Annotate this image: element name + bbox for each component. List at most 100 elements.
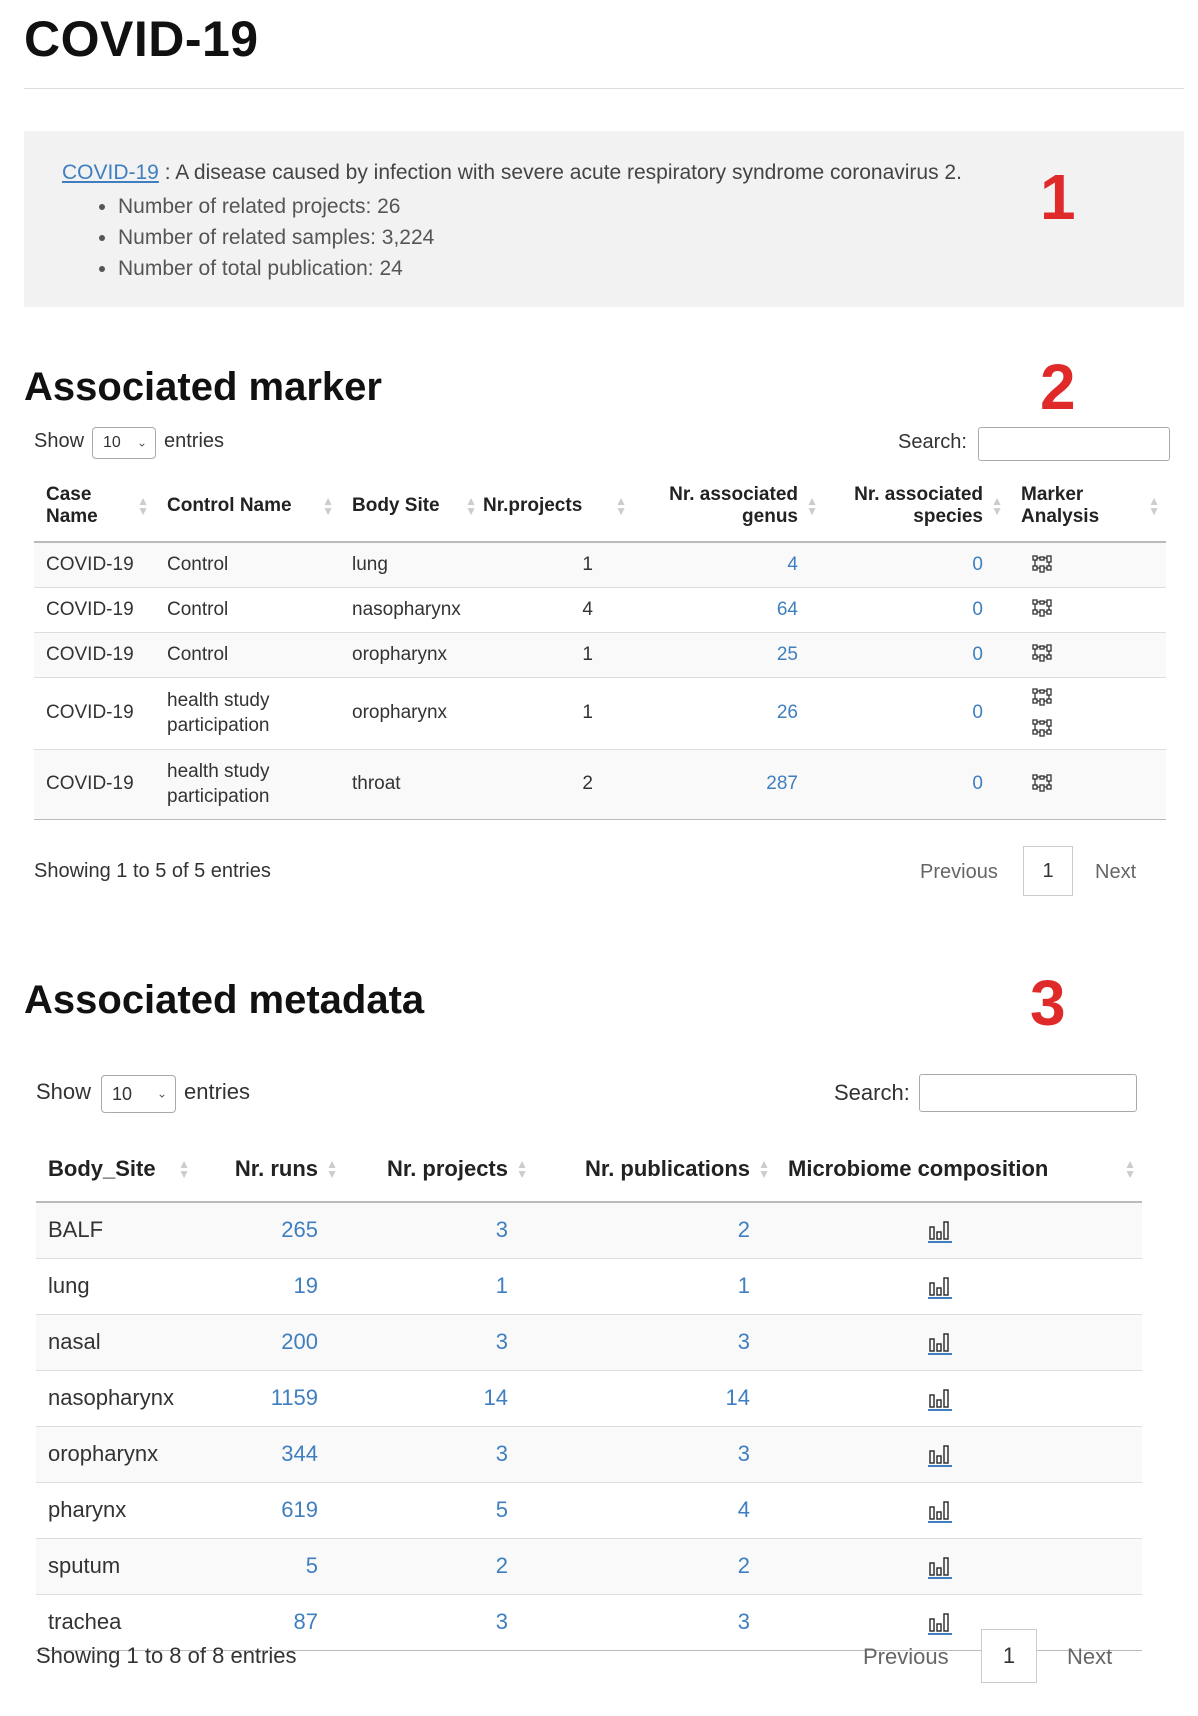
nr-runs-link[interactable]: 1159 (270, 1385, 318, 1410)
sort-icon: ▲ ▼ (991, 493, 1003, 518)
sort-icon: ▲ ▼ (137, 493, 149, 518)
marker-previous-button[interactable]: Previous (920, 861, 998, 883)
associated-marker-table: Case Name ▲ ▼ Control Name ▲ ▼ Body Site ▲ ▼ N… (34, 470, 1166, 820)
metadata-entries-label: entries (184, 1079, 251, 1104)
marker-analysis-cell[interactable] (1009, 632, 1166, 677)
nr-runs-link[interactable]: 200 (281, 1329, 318, 1354)
metadata-search-label: Search: (834, 1080, 910, 1105)
sort-icon: ▲ ▼ (326, 1156, 338, 1181)
nr-publications-link[interactable]: 3 (737, 1329, 750, 1354)
col-nr-publications[interactable]: Nr. publications ▲ ▼ (584, 1155, 770, 1181)
body-site-cell: sputum (48, 1553, 121, 1578)
table-row: COVID-19 health study participation oropha… (34, 677, 1166, 750)
col-case-name[interactable]: Case Name ▲ ▼ (46, 483, 149, 527)
nr-publications-link[interactable]: 4 (737, 1497, 750, 1522)
nr-projects-link[interactable]: 2 (495, 1553, 508, 1578)
nr-projects-link[interactable]: 1 (495, 1273, 508, 1298)
nr-projects-link[interactable]: 14 (483, 1385, 508, 1410)
marker-analysis-icon (1032, 644, 1052, 663)
nr-species-link[interactable]: 0 (972, 553, 983, 575)
nr-species-link[interactable]: 0 (972, 643, 983, 665)
col-microbiome-composition[interactable]: Microbiome composition ▲ ▼ (788, 1155, 1136, 1181)
marker-next-button[interactable]: Next (1095, 861, 1137, 883)
nr-genus-link[interactable]: 25 (776, 643, 798, 665)
nr-projects-link[interactable]: 3 (495, 1217, 508, 1243)
col-body-site[interactable]: Body Site ▲ ▼ (352, 493, 477, 518)
microbiome-composition-cell[interactable] (776, 1482, 1142, 1538)
nr-projects-link[interactable]: 3 (495, 1329, 508, 1354)
nr-species-link[interactable]: 0 (972, 598, 983, 620)
marker-analysis-cell[interactable] (1009, 587, 1166, 632)
microbiome-composition-cell[interactable] (776, 1538, 1142, 1594)
nr-runs-link[interactable]: 344 (281, 1441, 318, 1466)
col-body-site[interactable]: Body_Site ▲ ▼ (48, 1155, 190, 1181)
table-row: lung 19 1 1 (36, 1258, 1142, 1314)
metadata-next-button[interactable]: Next (1067, 1644, 1113, 1669)
nr-genus-link[interactable]: 26 (776, 702, 798, 724)
stat-samples: Number of related samples: 3,224 (118, 222, 434, 253)
col-nr-species[interactable]: Nr. associated species ▲ ▼ (854, 483, 1003, 527)
table-row: BALF 265 3 2 (36, 1202, 1142, 1258)
bar-chart-icon (928, 1221, 952, 1244)
nr-species-link[interactable]: 0 (972, 702, 983, 724)
table-row: COVID-19 Control lung 1 4 0 (34, 542, 1166, 587)
metadata-search-input[interactable] (919, 1074, 1137, 1112)
col-nr-projects[interactable]: Nr. projects ▲ ▼ (386, 1155, 528, 1181)
case-name-cell: COVID-19 (46, 553, 134, 575)
disease-link[interactable]: COVID-19 (62, 161, 159, 184)
microbiome-composition-cell[interactable] (776, 1370, 1142, 1426)
chevron-down-icon: ⌄ (136, 435, 147, 450)
nr-projects-link[interactable]: 3 (495, 1441, 508, 1466)
marker-analysis-cell[interactable] (1009, 542, 1166, 587)
nr-publications-link[interactable]: 1 (737, 1273, 750, 1298)
nr-runs-link[interactable]: 19 (293, 1273, 318, 1298)
metadata-previous-button[interactable]: Previous (863, 1644, 949, 1669)
nr-projects-cell: 1 (582, 553, 593, 575)
marker-page-1-button[interactable]: 1 (1023, 846, 1073, 896)
col-nr-genus[interactable]: Nr. associated genus ▲ ▼ (669, 483, 818, 527)
metadata-page-1-button[interactable]: 1 (981, 1629, 1037, 1683)
nr-publications-link[interactable]: 14 (725, 1385, 750, 1410)
marker-entries-label: entries (164, 430, 225, 452)
marker-search-input[interactable] (978, 427, 1170, 461)
nr-genus-link[interactable]: 64 (776, 598, 798, 620)
marker-analysis-cell[interactable] (1009, 749, 1166, 819)
microbiome-composition-cell[interactable] (776, 1594, 1142, 1650)
col-control-name[interactable]: Control Name ▲ ▼ (167, 493, 334, 518)
microbiome-composition-cell[interactable] (776, 1314, 1142, 1370)
nr-publications-link[interactable]: 3 (737, 1609, 750, 1634)
nr-publications-link[interactable]: 3 (737, 1441, 750, 1466)
nr-runs-link[interactable]: 87 (293, 1609, 318, 1634)
body-site-cell: nasopharynx (352, 598, 461, 620)
nr-genus-link[interactable]: 4 (787, 553, 798, 575)
microbiome-composition-cell[interactable] (776, 1202, 1142, 1258)
nr-genus-link[interactable]: 287 (766, 773, 798, 795)
marker-analysis-cell[interactable] (1009, 677, 1166, 749)
nr-publications-link[interactable]: 2 (737, 1553, 750, 1578)
body-site-cell: oropharynx (48, 1441, 159, 1466)
control-name-cell: Control (167, 599, 229, 620)
col-marker-analysis[interactable]: Marker Analysis ▲ ▼ (1021, 483, 1160, 527)
marker-analysis-icon (1032, 774, 1052, 792)
bar-chart-icon (928, 1333, 952, 1356)
disease-description-text: : A disease caused by infection with sev… (158, 161, 962, 184)
nr-runs-link[interactable]: 5 (305, 1553, 318, 1578)
nr-runs-link[interactable]: 265 (281, 1217, 318, 1243)
microbiome-composition-cell[interactable] (776, 1426, 1142, 1482)
metadata-entries-select[interactable]: 10 ⌄ (101, 1075, 176, 1113)
microbiome-composition-cell[interactable] (776, 1258, 1142, 1314)
table-row: nasal 200 3 3 (36, 1314, 1142, 1370)
col-nr-runs[interactable]: Nr. runs ▲ ▼ (234, 1155, 338, 1181)
nr-projects-link[interactable]: 5 (495, 1497, 508, 1522)
nr-projects-link[interactable]: 3 (495, 1609, 508, 1634)
col-nr-projects[interactable]: Nr.projects ▲ ▼ (483, 493, 627, 518)
case-name-cell: COVID-19 (46, 702, 134, 724)
nr-runs-link[interactable]: 619 (281, 1497, 318, 1522)
nr-publications-link[interactable]: 2 (737, 1217, 750, 1243)
nr-species-link[interactable]: 0 (972, 773, 983, 795)
sort-icon: ▲ ▼ (178, 1156, 190, 1181)
body-site-cell: trachea (48, 1609, 122, 1634)
page-title: COVID-19 (24, 11, 259, 67)
marker-entries-select[interactable]: 10 ⌄ (92, 427, 156, 459)
sort-icon: ▲ ▼ (758, 1156, 770, 1181)
